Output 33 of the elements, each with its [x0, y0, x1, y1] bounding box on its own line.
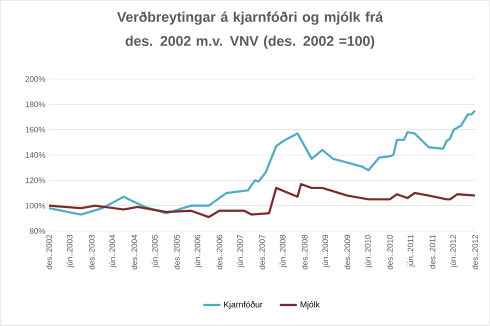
- y-tick-label: 80%: [30, 228, 46, 234]
- legend-label: Kjarnfóður: [224, 301, 263, 310]
- x-tick-label: jún..2006: [194, 234, 202, 268]
- x-tick-label: des..2012: [472, 234, 478, 270]
- x-tick-label: jún..2008: [280, 234, 288, 268]
- chart-title: Verðbreytingar á kjarnfóðri og mjólk frá des. 2002 m.v. VNV (des. 2002 =100): [117, 12, 384, 49]
- line-series: [48, 110, 476, 216]
- legend-label: Mjólk: [300, 301, 320, 310]
- x-tick-label: des..2007: [259, 234, 265, 270]
- y-tick-label: 200%: [25, 76, 46, 82]
- x-tick-label: des..2011: [429, 234, 436, 269]
- x-tick-label: des..2003: [88, 234, 95, 270]
- y-tick-label: 120%: [26, 177, 46, 184]
- x-tick-label: jún..2009: [322, 234, 330, 268]
- y-tick-label: 180%: [26, 101, 46, 108]
- x-tick-label: jún..2007: [236, 234, 244, 268]
- x-tick-label: des..2005: [174, 234, 180, 270]
- x-tick-label: jún..2010: [364, 234, 372, 268]
- line-series: [48, 183, 476, 218]
- x-tick-label: jún..2005: [152, 234, 160, 268]
- x-tick-label: des..2006: [216, 234, 222, 270]
- x-tick-label: jún..2012: [450, 234, 458, 268]
- y-tick-label: 140%: [26, 152, 46, 158]
- x-tick-label: jún..2003: [66, 234, 74, 268]
- x-tick-label: des..2002: [46, 234, 52, 270]
- x-tick-label: des..2009: [344, 234, 350, 270]
- y-tick-label: 100%: [26, 202, 46, 208]
- x-tick-label: jún..2004: [109, 234, 117, 268]
- x-tick-label: des..2010: [386, 234, 393, 270]
- y-tick-label: 160%: [26, 126, 46, 132]
- x-tick-label: des..2004: [131, 234, 138, 270]
- x-tick-label: jún..2011: [407, 234, 415, 268]
- x-tick-label: des..2008: [302, 234, 308, 270]
